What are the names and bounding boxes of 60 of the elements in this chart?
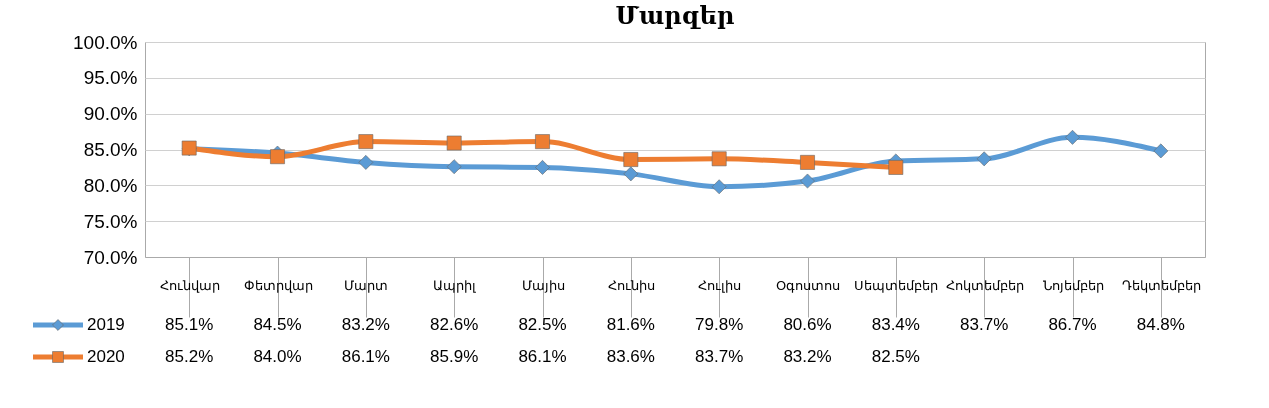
point: [711, 179, 727, 195]
point: [446, 135, 462, 151]
data-label: 86.7%: [1048, 315, 1097, 334]
point: [711, 151, 727, 167]
x-tick-label: Հոկտեմբեր: [945, 277, 1024, 293]
point: [623, 152, 639, 167]
data-label: 82.5%: [871, 347, 920, 366]
data-label: 85.2%: [165, 347, 214, 366]
y-tick-label: 95.0%: [83, 67, 138, 89]
y-tick-label: 100.0%: [73, 31, 138, 53]
data-label: 86.1%: [518, 347, 567, 366]
x-tick-label: Հունիս: [607, 277, 655, 293]
x-tick-label: Դեկտեմբեր: [1121, 277, 1201, 293]
data-label: 79.8%: [695, 315, 744, 334]
x-tick-label: Հունվար: [159, 277, 220, 293]
x-tick-label: Մայիս: [521, 277, 565, 293]
chart-title: Մարզեր: [615, 1, 735, 30]
data-label: 85.9%: [430, 347, 479, 366]
x-tick-label: Նոյեմբեր: [1042, 277, 1104, 293]
x-tick-label: Մարտ: [344, 277, 389, 293]
x-tick-label: Հուլիս: [698, 277, 742, 293]
y-tick-label: 75.0%: [83, 210, 138, 232]
y-tick-label: 90.0%: [83, 103, 138, 125]
data-label: 85.1%: [165, 315, 214, 334]
point: [535, 160, 550, 175]
data-label: 81.6%: [606, 315, 655, 334]
point: [358, 155, 374, 170]
point: [358, 134, 374, 149]
point: [976, 151, 992, 167]
point: [800, 173, 815, 189]
y-tick-label: 70.0%: [83, 246, 138, 268]
legend-label: 2019: [87, 315, 125, 334]
data-label: 84.8%: [1136, 315, 1185, 334]
x-tick-label: Սեպտեմբեր: [854, 277, 939, 293]
data-label: 83.2%: [341, 315, 390, 334]
data-label: 84.5%: [253, 315, 302, 334]
y-tick-label: 85.0%: [83, 139, 138, 160]
data-label: 83.2%: [783, 347, 832, 366]
data-label: 84.0%: [253, 347, 302, 366]
y-tick-label: 80.0%: [83, 174, 138, 196]
point: [800, 155, 815, 170]
data-label: 82.5%: [518, 315, 567, 334]
x-tick-label: Օգոստոս: [776, 277, 840, 293]
data-label: 83.7%: [960, 315, 1009, 334]
x-tick-label: Ապրիլ: [433, 277, 477, 293]
point: [535, 134, 550, 149]
point: [446, 159, 462, 175]
data-label: 83.7%: [695, 347, 744, 366]
point: [1153, 143, 1169, 159]
point: [888, 160, 904, 175]
data-label: 82.6%: [430, 315, 479, 334]
point: [270, 149, 285, 165]
legend-label: 2020: [87, 347, 125, 366]
data-label: 83.6%: [606, 347, 655, 366]
data-label: 83.4%: [871, 315, 920, 334]
point: [623, 166, 639, 182]
point: [1065, 129, 1080, 145]
data-label: 86.1%: [341, 347, 390, 366]
x-tick-label: Փետրվար: [243, 277, 313, 293]
data-label: 80.6%: [783, 315, 832, 334]
